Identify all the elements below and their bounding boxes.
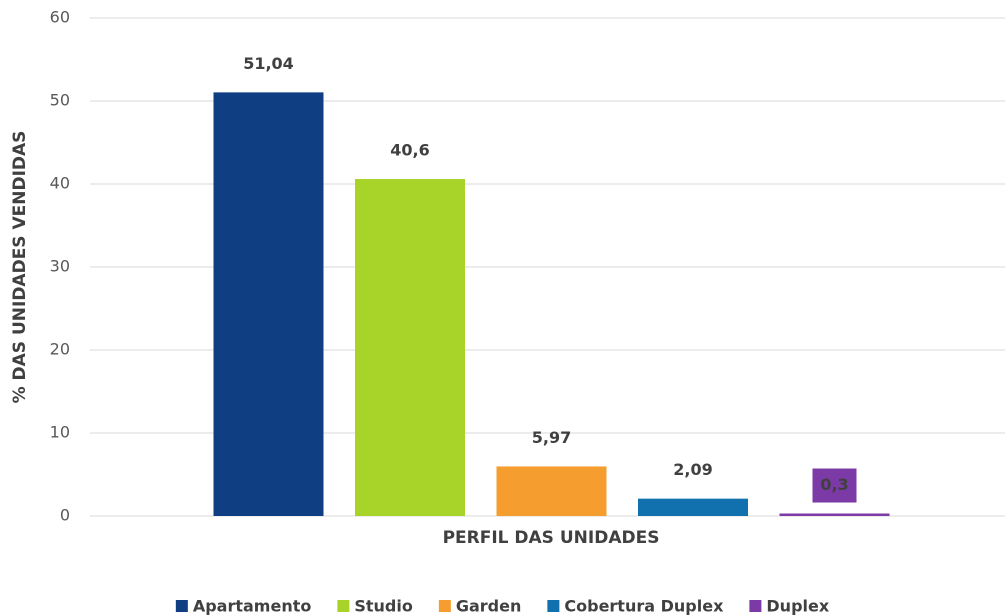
data-label: 0,3 (820, 475, 848, 494)
legend-swatch (749, 600, 762, 612)
legend-swatch (438, 600, 451, 612)
y-tick-label: 40 (50, 174, 70, 193)
bar (213, 92, 324, 517)
bar (496, 466, 607, 516)
legend-swatch (175, 600, 188, 612)
data-label: 51,04 (243, 54, 294, 73)
data-label: 5,97 (532, 428, 571, 447)
legend-label: Apartamento (193, 597, 312, 616)
legend-label: Studio (354, 597, 413, 616)
y-tick-label: 60 (50, 8, 70, 27)
y-tick-label: 0 (60, 506, 70, 525)
bar (355, 179, 465, 516)
y-axis-label: % DAS UNIDADES VENDIDAS (10, 131, 30, 404)
x-axis-label: PERFIL DAS UNIDADES (443, 528, 660, 548)
y-tick-label: 30 (50, 257, 70, 276)
legend-swatch (337, 600, 350, 612)
bar (779, 513, 890, 516)
data-label: 2,09 (673, 460, 712, 479)
legend-label: Garden (456, 597, 522, 616)
y-tick-label: 50 (50, 91, 70, 110)
legend-swatch (547, 600, 560, 612)
legend: Apartamento Studio Garden Cobertura Duplex D… (175, 597, 830, 616)
legend-label: Duplex (766, 597, 829, 616)
legend-label: Cobertura Duplex (564, 597, 724, 616)
y-tick-label: 20 (50, 340, 70, 359)
label-box (812, 468, 857, 503)
bar (638, 498, 748, 516)
data-label: 40,6 (390, 141, 429, 160)
y-tick-label: 10 (50, 423, 70, 442)
